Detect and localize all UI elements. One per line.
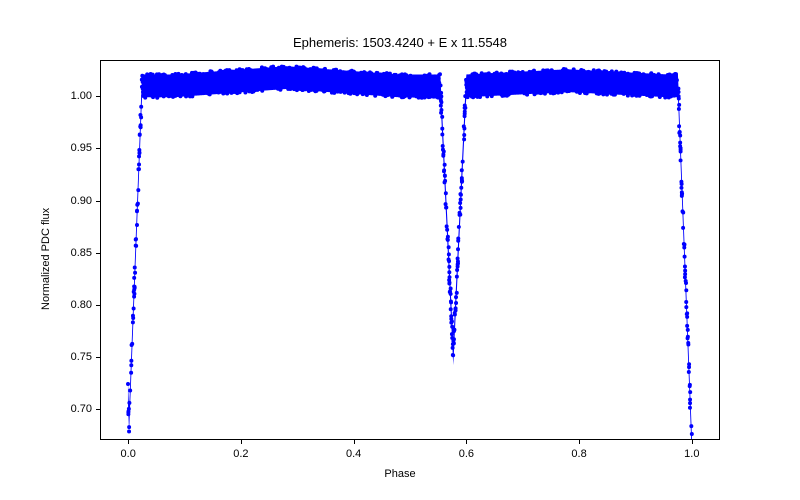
y-tick-label: 0.95: [60, 142, 92, 154]
y-axis-label: Normalized PDC flux: [40, 208, 52, 310]
y-tick-label: 0.85: [60, 247, 92, 259]
x-tick-mark: [466, 440, 467, 444]
y-tick-label: 1.00: [60, 90, 92, 102]
x-tick-mark: [692, 440, 693, 444]
x-tick-label: 0.8: [571, 448, 586, 460]
axes-box: [100, 60, 720, 440]
x-tick-mark: [241, 440, 242, 444]
x-axis-label: Phase: [0, 468, 800, 480]
chart-title: Ephemeris: 1503.4240 + E x 11.5548: [0, 35, 800, 50]
flux-band: [128, 66, 692, 439]
plot-svg: [101, 61, 719, 439]
x-tick-mark: [128, 440, 129, 444]
y-tick-mark: [96, 305, 100, 306]
y-tick-mark: [96, 409, 100, 410]
figure: Ephemeris: 1503.4240 + E x 11.5548 Phase…: [0, 0, 800, 500]
y-tick-mark: [96, 201, 100, 202]
y-tick-mark: [96, 253, 100, 254]
y-tick-label: 0.80: [60, 299, 92, 311]
y-tick-label: 0.90: [60, 195, 92, 207]
x-tick-mark: [354, 440, 355, 444]
x-tick-label: 1.0: [684, 448, 699, 460]
y-tick-mark: [96, 96, 100, 97]
y-tick-label: 0.75: [60, 351, 92, 363]
x-tick-mark: [579, 440, 580, 444]
y-tick-mark: [96, 357, 100, 358]
y-tick-label: 0.70: [60, 403, 92, 415]
x-tick-label: 0.4: [346, 448, 361, 460]
y-tick-mark: [96, 148, 100, 149]
x-tick-label: 0.2: [233, 448, 248, 460]
flux-dots: [126, 65, 694, 439]
x-tick-label: 0.6: [459, 448, 474, 460]
x-tick-label: 0.0: [121, 448, 136, 460]
